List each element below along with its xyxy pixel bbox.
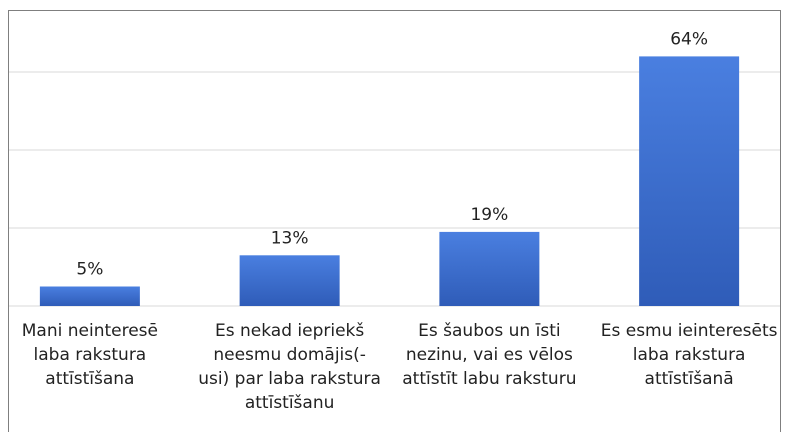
bar xyxy=(39,286,140,306)
x-tick-label: Es esmu ieinteresēts laba rakstura attīstī… xyxy=(601,321,778,389)
label-line: Mani neinteresē xyxy=(22,321,158,341)
bar xyxy=(239,255,340,306)
label-line: laba rakstura xyxy=(34,345,147,365)
label-line: attīstīt labu raksturu xyxy=(402,369,576,389)
bar xyxy=(439,231,540,306)
x-tick-label: Es šaubos un īsti nezinu, vai es vēlos att… xyxy=(402,321,576,389)
data-label: 13% xyxy=(271,228,309,248)
label-line: Es šaubos un īsti xyxy=(418,321,560,341)
data-label: 19% xyxy=(470,205,508,225)
label-line: Es nekad iepriekš xyxy=(215,321,364,341)
chart-border xyxy=(8,10,781,432)
label-line: nezinu, vai es vēlos xyxy=(406,345,573,365)
label-line: usi) par laba rakstura xyxy=(198,369,381,389)
label-line: attīstīšanu xyxy=(245,393,335,413)
data-label: 5% xyxy=(76,260,103,280)
label-line: attīstīšana xyxy=(45,369,134,389)
label-line: neesmu domājis(- xyxy=(213,345,366,365)
x-tick-label: Es nekad iepriekš neesmu domājis(- usi) pa… xyxy=(198,321,381,413)
data-label: 64% xyxy=(670,29,708,49)
x-tick-label: Mani neinteresē laba rakstura attīstīšana xyxy=(22,321,158,389)
label-line: attīstīšanā xyxy=(645,369,734,389)
label-line: Es esmu ieinteresēts xyxy=(601,321,778,341)
bar xyxy=(639,56,740,307)
label-line: laba rakstura xyxy=(633,345,746,365)
